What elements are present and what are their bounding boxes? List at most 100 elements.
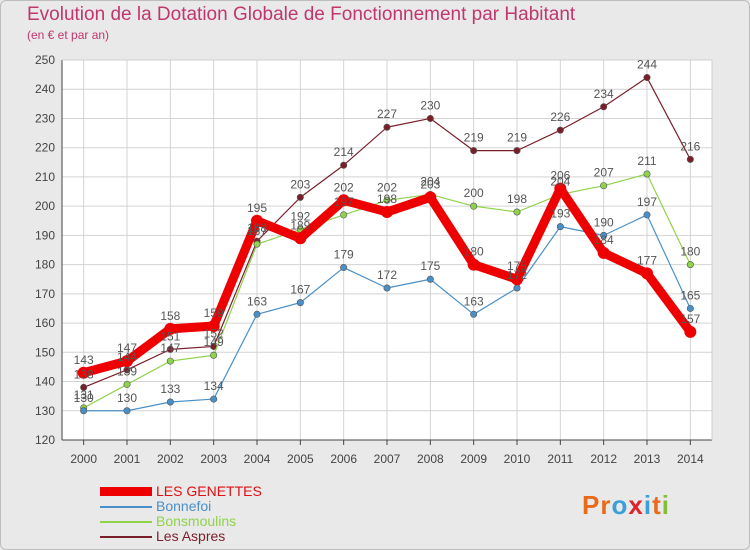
data-point-les-genettes (164, 322, 177, 335)
legend-label: LES GENETTES (156, 483, 262, 499)
data-label-les-genettes: 202 (334, 180, 354, 194)
y-tick-label: 170 (35, 287, 55, 301)
x-tick-label: 2004 (244, 452, 271, 466)
data-point-bonsmoulins (686, 261, 694, 269)
y-tick-label: 230 (35, 111, 55, 125)
logo-letter: r (600, 490, 612, 520)
data-label-les-genettes: 198 (377, 192, 397, 206)
data-point-les-aspres (383, 123, 391, 131)
data-label-les-aspres: 144 (117, 350, 137, 364)
data-label-bonsmoulins: 198 (507, 192, 527, 206)
data-point-les-aspres (340, 161, 348, 169)
x-tick-label: 2001 (114, 452, 141, 466)
x-tick-label: 2011 (547, 452, 573, 466)
data-label-bonnefoi: 165 (680, 288, 700, 302)
data-point-les-aspres (426, 114, 434, 122)
data-point-les-genettes (121, 355, 133, 368)
data-label-bonnefoi: 163 (247, 294, 267, 308)
legend-item: Bonnefoi (100, 499, 211, 514)
data-label-bonsmoulins: 149 (204, 335, 224, 349)
data-point-bonsmoulins (253, 240, 261, 248)
data-label-bonnefoi: 130 (117, 391, 137, 405)
data-label-les-genettes: 159 (204, 306, 224, 320)
y-tick-label: 190 (35, 228, 55, 242)
x-tick-label: 2009 (460, 452, 487, 466)
data-label-bonsmoulins: 192 (290, 210, 310, 224)
legend-label: Les Aspres (156, 528, 226, 544)
x-tick-label: 2008 (417, 452, 444, 466)
data-point-bonnefoi (80, 407, 88, 415)
data-label-bonnefoi: 172 (507, 268, 527, 282)
data-label-bonnefoi: 179 (334, 248, 354, 262)
data-labels: 138 144 151 152 188 203 214 227 230 219 219 226 234 2… (74, 58, 701, 405)
data-label-les-aspres: 151 (160, 329, 180, 343)
y-tick-label: 160 (35, 316, 55, 330)
data-label-les-aspres: 234 (594, 87, 614, 101)
data-label-bonnefoi: 172 (377, 268, 397, 282)
x-tick-label: 2003 (200, 452, 227, 466)
chart-subtitle: (en € et par an) (27, 28, 110, 42)
data-label-les-genettes: 157 (680, 312, 700, 326)
y-tick-label: 250 (35, 53, 55, 67)
data-point-bonsmoulins (166, 357, 174, 365)
x-tick-label: 2010 (504, 452, 531, 466)
legend-label: Bonsmoulins (156, 513, 237, 529)
series-lines (77, 74, 697, 415)
data-label-bonnefoi: 197 (637, 195, 657, 209)
data-point-les-aspres (643, 74, 651, 82)
legend-label: Bonnefoi (156, 498, 212, 514)
data-point-les-aspres (513, 147, 521, 155)
data-label-bonsmoulins: 131 (74, 388, 94, 402)
data-point-bonnefoi (296, 299, 304, 307)
data-point-les-genettes (511, 273, 523, 286)
data-point-bonnefoi (643, 211, 651, 219)
data-label-les-aspres: 188 (247, 221, 267, 235)
data-point-les-genettes (381, 206, 393, 218)
data-label-les-genettes: 143 (74, 353, 94, 367)
y-tick-label: 130 (35, 404, 55, 418)
data-label-bonsmoulins: 204 (550, 174, 570, 188)
data-label-bonsmoulins: 204 (420, 174, 440, 188)
data-point-bonnefoi (253, 310, 261, 318)
data-point-les-aspres (686, 155, 694, 163)
data-point-bonsmoulins (123, 380, 131, 388)
y-tick-label: 210 (35, 170, 55, 184)
logo-letter: o (611, 490, 629, 520)
legend-item: Les Aspres (100, 529, 225, 544)
data-label-les-genettes: 184 (594, 233, 614, 247)
data-point-bonsmoulins (600, 182, 608, 190)
data-point-les-aspres (600, 103, 608, 111)
x-tick-label: 2006 (330, 452, 357, 466)
chart-title: Evolution de la Dotation Globale de Fonc… (27, 4, 576, 25)
data-label-les-genettes: 180 (464, 245, 484, 259)
data-point-bonnefoi (210, 395, 218, 403)
data-label-bonnefoi: 134 (204, 379, 224, 393)
data-label-bonnefoi: 167 (290, 283, 310, 297)
data-label-bonnefoi: 130 (74, 391, 94, 405)
data-label-les-genettes: 203 (420, 177, 440, 191)
data-point-les-aspres (296, 193, 304, 201)
x-tick-label: 2013 (634, 452, 661, 466)
data-point-les-genettes (251, 214, 263, 227)
y-tick-label: 140 (35, 375, 55, 389)
data-label-bonnefoi: 175 (420, 259, 440, 273)
data-point-bonsmoulins (210, 351, 218, 359)
data-point-bonsmoulins (383, 196, 391, 204)
data-label-bonnefoi: 190 (594, 215, 614, 229)
data-label-bonsmoulins: 187 (247, 224, 267, 238)
data-label-les-aspres: 226 (550, 110, 570, 124)
data-point-les-genettes (77, 366, 90, 379)
y-tick-label: 150 (35, 345, 55, 359)
legend-item: Bonsmoulins (100, 514, 236, 529)
data-point-les-genettes (597, 246, 610, 259)
data-point-bonsmoulins (513, 208, 521, 216)
data-label-bonsmoulins: 180 (680, 245, 700, 259)
y-tick-label: 200 (35, 199, 55, 213)
data-point-bonnefoi (600, 231, 608, 239)
y-tick-label: 180 (35, 258, 55, 272)
data-point-les-aspres (556, 126, 564, 134)
logo-letter: t (652, 490, 662, 520)
data-label-bonnefoi: 193 (550, 207, 570, 221)
legend-swatch (100, 535, 152, 538)
data-label-les-aspres: 138 (74, 367, 94, 381)
